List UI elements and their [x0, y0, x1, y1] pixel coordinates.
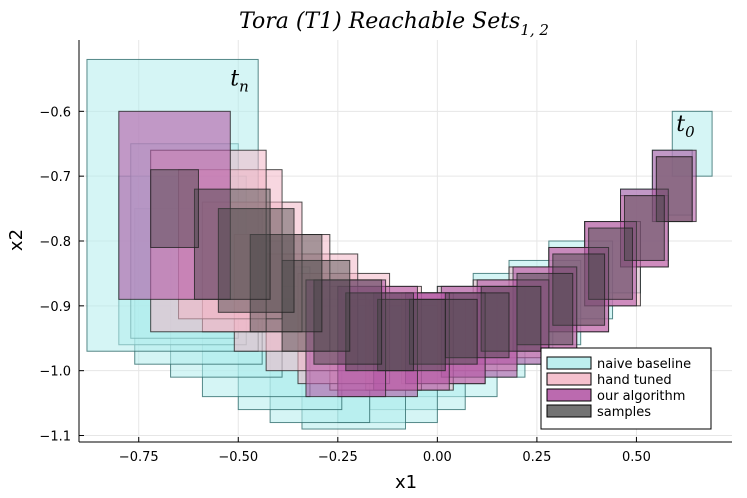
y-tick-label-2: −0.8: [39, 235, 71, 250]
samples-rect-9: [345, 292, 414, 372]
y-tick-label-3: −0.9: [39, 300, 71, 315]
samples-rect-13: [217, 208, 295, 313]
x-tick-label-5: 0.50: [622, 450, 651, 465]
y-tick-label-0: −0.6: [39, 105, 71, 120]
legend-label-our-algorithm: our algorithm: [597, 389, 685, 404]
annotation-0-main: t: [230, 66, 239, 91]
samples-rect-8: [377, 298, 446, 372]
legend-swatch-our-algorithm: [546, 388, 592, 402]
annotation-1: t0: [676, 112, 695, 141]
y-axis-label: x2: [6, 229, 27, 251]
x-tick-label-4: 0.25: [522, 450, 551, 465]
axes: −0.75 −0.50 −0.25 0.00 0.25 0.50 −0.6 −0.7 −0.8 −…: [39, 40, 732, 465]
samples-rect-10: [313, 279, 383, 365]
samples-rect-7: [408, 298, 478, 365]
y-tick-label-5: −1.1: [39, 430, 71, 445]
samples-rect-5: [480, 285, 542, 352]
x-tick-label-2: −0.25: [318, 450, 358, 465]
x-axis-label: x1: [395, 472, 417, 493]
legend-swatch-samples: [546, 404, 592, 418]
legend-label-naive-baseline: naive baseline: [597, 357, 691, 372]
legend-label-hand-tuned: hand tuned: [597, 373, 672, 388]
chart-title: Tora (T1) Reachable Sets1, 2: [239, 9, 549, 39]
annotation-1-sub: 0: [685, 123, 695, 141]
y-tick-label-4: −1.0: [39, 365, 71, 380]
samples-rect-2: [588, 227, 633, 300]
plot-area: [86, 58, 713, 430]
x-tick-label-3: 0.00: [423, 450, 452, 465]
annotation-0-sub: n: [239, 77, 249, 95]
samples-rect-3: [552, 253, 606, 326]
annotation-0: tn: [230, 66, 249, 95]
samples-rect-14: [193, 188, 271, 300]
legend-swatch-naive-baseline: [546, 356, 592, 370]
y-tick-label-1: −0.7: [39, 170, 71, 185]
annotation-1-main: t: [676, 112, 685, 137]
x-tick-label-0: −0.75: [119, 450, 159, 465]
chart-title-main: Tora (T1) Reachable Sets: [239, 9, 520, 34]
samples-rect-15: [150, 169, 199, 248]
our-algorithm-rect-11: [118, 110, 231, 300]
samples-rect-11: [281, 259, 351, 352]
series-samples: [150, 156, 693, 372]
chart-title-subscript: 1, 2: [520, 21, 549, 39]
legend-swatch-hand-tuned: [546, 372, 592, 386]
samples-rect-4: [516, 272, 574, 346]
legend-label-samples: samples: [597, 405, 651, 420]
samples-rect-12: [249, 234, 323, 333]
samples-rect-0: [655, 156, 693, 223]
x-tick-label-1: −0.50: [218, 450, 258, 465]
